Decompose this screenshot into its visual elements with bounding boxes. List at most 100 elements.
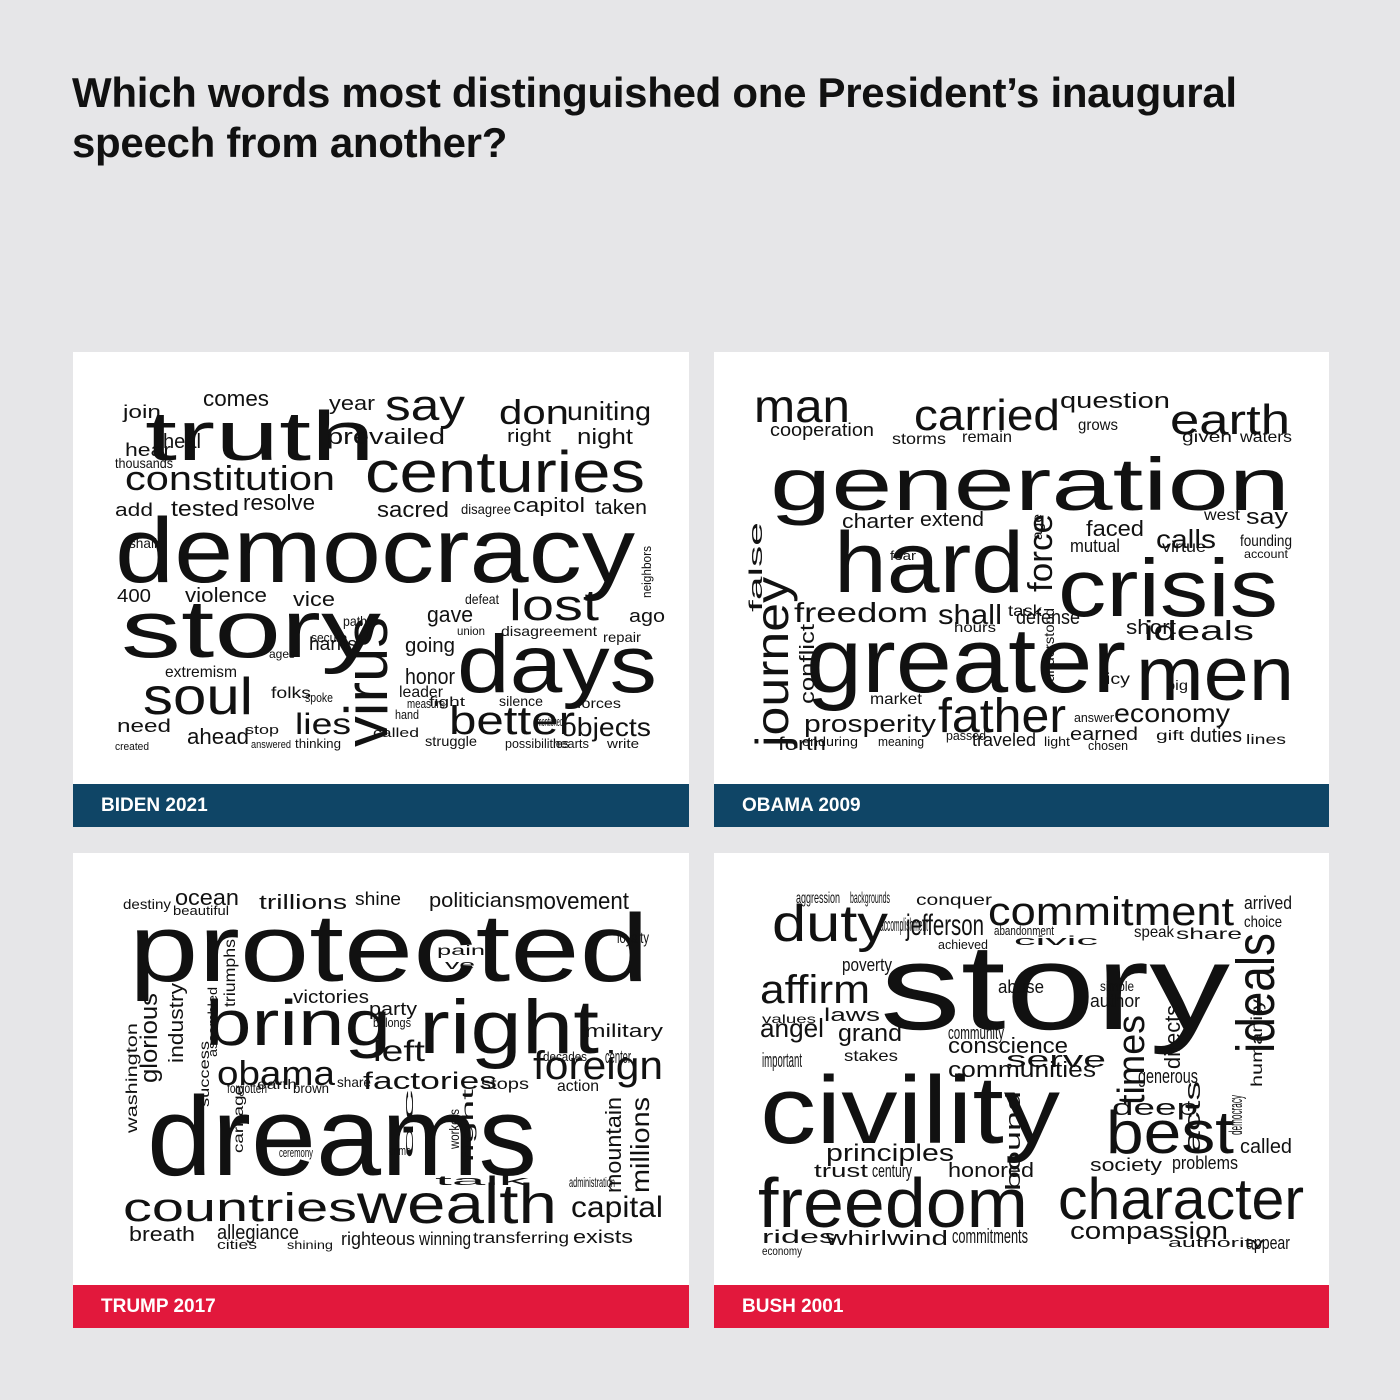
cloud-word: protected <box>129 895 649 1002</box>
cloud-word: write <box>606 736 639 751</box>
cloud-word: movement <box>525 888 629 915</box>
cloud-word: objects <box>561 712 651 742</box>
cloud-word: wealth <box>356 1172 557 1235</box>
cloud-word: ceremony <box>279 1145 313 1160</box>
cloud-word: stakes <box>844 1048 898 1065</box>
panel-label: OBAMA 2009 <box>714 784 1329 827</box>
cloud-word: pain <box>437 942 485 958</box>
cloud-word: shining <box>287 1238 333 1252</box>
cloud-word: question <box>1060 388 1170 413</box>
cloud-word: charter <box>842 511 914 533</box>
cloud-word: extend <box>920 509 984 531</box>
cloud-word: crime <box>389 1143 411 1158</box>
cloud-word: success <box>196 1041 212 1107</box>
cloud-word: secure <box>311 630 347 645</box>
cloud-word: virtue <box>1162 539 1206 556</box>
cloud-word: brown <box>293 1080 329 1096</box>
cloud-word: important <box>762 1050 802 1072</box>
cloud-word: chosen <box>1088 738 1128 753</box>
cloud-word: honor <box>405 664 455 689</box>
cloud-word: founding <box>1240 533 1292 550</box>
cloud-word: author <box>1090 991 1140 1011</box>
cloud-word: duty <box>772 895 888 953</box>
cloud-word: days <box>457 619 657 710</box>
cloud-word: ideals <box>1144 615 1254 646</box>
cloud-word: right <box>419 985 599 1070</box>
cloud-word: say <box>1246 504 1288 529</box>
cloud-word: assembled <box>205 987 220 1057</box>
cloud-word: remain <box>962 429 1012 446</box>
cloud-word: fight <box>429 694 466 709</box>
cloud-word: ahead <box>187 724 249 749</box>
cloud-word: freedom <box>758 1164 1028 1242</box>
cloud-word: defeat <box>465 591 499 607</box>
cloud-word: meaning <box>878 734 924 749</box>
cloud-word: say <box>385 381 465 430</box>
cloud-word: bound <box>1003 1091 1025 1191</box>
cloud-word: stops <box>481 1076 529 1093</box>
cloud-word: principles <box>826 1140 954 1167</box>
cloud-word: beautiful <box>173 903 229 918</box>
cloud-word: compassion <box>1070 1218 1228 1245</box>
cloud-word: lies <box>295 708 351 741</box>
cloud-word: passed <box>946 728 986 743</box>
cloud-word: grand <box>838 1020 902 1047</box>
cloud-word: grows <box>1078 417 1118 434</box>
cloud-word: conquer <box>916 892 993 909</box>
cloud-word: disagree <box>461 501 511 517</box>
cloud-word: union <box>457 624 485 638</box>
cloud-word: heal <box>163 431 201 453</box>
cloud-word: capitol <box>513 495 585 517</box>
cloud-word: civility <box>760 1057 1060 1164</box>
cloud-word: better <box>449 699 575 743</box>
cloud-word: generous <box>1138 1066 1198 1088</box>
cloud-word: thousands <box>115 455 173 471</box>
cloud-word: belongs <box>373 1015 411 1030</box>
cloud-word: share <box>1176 926 1242 943</box>
cloud-word: earth <box>1170 396 1290 443</box>
cloud-word: capital <box>571 1191 663 1224</box>
cloud-word: comes <box>203 386 269 411</box>
cloud-word: exists <box>573 1227 633 1247</box>
cloud-word: character <box>1058 1167 1304 1232</box>
cloud-word: abuse <box>998 977 1044 997</box>
cloud-word: neighbors <box>639 546 654 598</box>
cloud-word: communities <box>948 1057 1096 1082</box>
cloud-word: share <box>337 1074 371 1090</box>
cloud-word: extremism <box>165 664 237 681</box>
word-cloud: story civility freedom character duty co… <box>714 853 1329 1278</box>
cloud-word: understood <box>1041 608 1057 682</box>
cloud-word: deep <box>1112 1095 1198 1120</box>
cloud-word: forth <box>778 734 826 754</box>
cloud-word: allegiance <box>217 1222 299 1244</box>
cloud-word: ve <box>445 957 475 972</box>
cloud-word: earned <box>1070 724 1138 744</box>
cloud-word: winning <box>418 1229 471 1249</box>
cloud-word: sacred <box>377 497 449 522</box>
cloud-word: struggle <box>425 733 477 749</box>
cloud-word: best <box>1106 1099 1234 1166</box>
word-cloud-svg: democracy truth story centuries days vir… <box>115 381 665 753</box>
cloud-word: trillions <box>259 892 347 914</box>
cloud-word: taken <box>595 497 647 519</box>
panel-label: TRUMP 2017 <box>73 1285 689 1328</box>
cloud-word: achieved <box>938 937 988 952</box>
cloud-word: action <box>557 1078 599 1095</box>
cloud-word: harris <box>309 634 357 654</box>
word-cloud: protected dreams right bring wealth fore… <box>73 853 689 1278</box>
cloud-word: economy <box>762 1244 802 1258</box>
cloud-word: center <box>605 1047 631 1067</box>
cloud-word: righteous <box>341 1229 415 1249</box>
cloud-word: authority <box>1168 1235 1265 1250</box>
cloud-word: washington <box>124 1023 141 1134</box>
cloud-word: lines <box>1246 731 1286 747</box>
cloud-word: conflict <box>797 623 819 704</box>
cloud-word: violence <box>185 585 267 607</box>
cloud-word: ideals <box>1226 933 1286 1053</box>
panel-label: BUSH 2001 <box>714 1285 1329 1328</box>
cloud-word: decades <box>543 1049 587 1064</box>
cloud-word: backgrounds <box>850 890 890 907</box>
cloud-word: lost <box>509 581 599 630</box>
word-cloud-svg: story civility freedom character duty co… <box>758 890 1304 1258</box>
cloud-word: cooperation <box>770 420 874 440</box>
